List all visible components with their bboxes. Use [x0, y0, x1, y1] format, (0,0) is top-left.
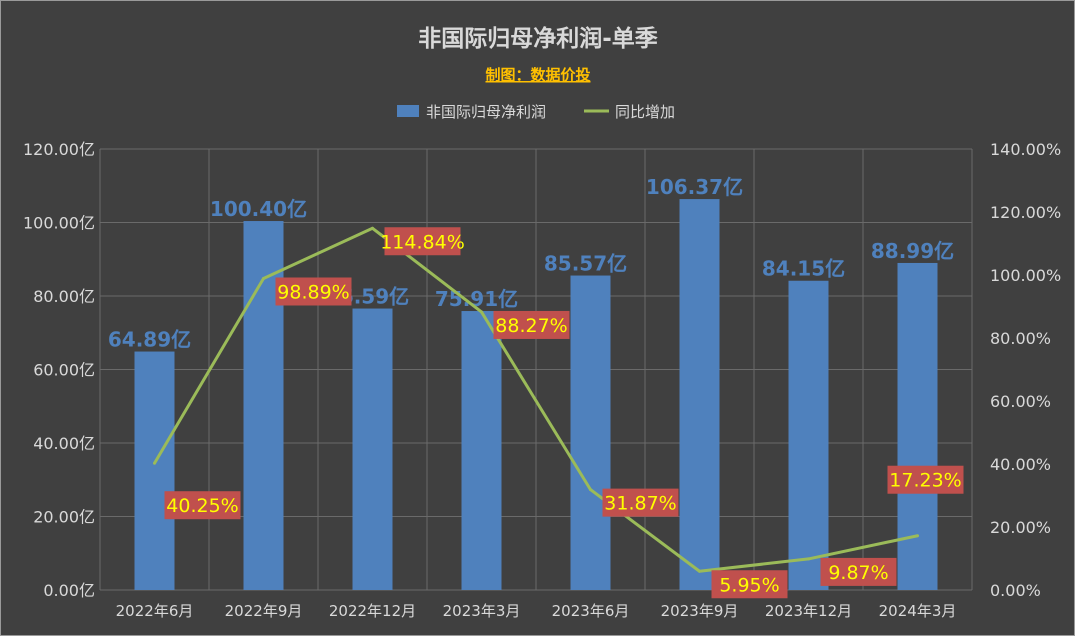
- right-axis-tick-label: 100.00%: [990, 266, 1061, 285]
- bar-data-label: 64.89亿: [108, 328, 191, 352]
- x-axis: 2022年6月 2022年9月 2022年12月 2023年3月 2023年6月 2023…: [116, 602, 957, 620]
- line-data-label: 40.25%: [166, 495, 238, 517]
- line-data-label: 98.89%: [277, 281, 349, 303]
- bar: [134, 351, 175, 590]
- x-axis-tick-label: 2023年6月: [552, 602, 630, 620]
- bar: [897, 262, 938, 590]
- x-axis-tick-label: 2023年12月: [765, 602, 852, 620]
- left-axis-tick-label: 100.00亿: [23, 214, 95, 233]
- bar-data-label: 100.40亿: [210, 197, 307, 221]
- bar: [679, 199, 720, 590]
- legend-line-label: 同比增加: [615, 103, 675, 121]
- line-data-label-box: [711, 570, 788, 599]
- left-axis-tick-label: 80.00亿: [33, 287, 95, 306]
- line-point: [916, 534, 919, 538]
- line-data-label: 17.23%: [889, 470, 961, 492]
- right-axis-tick-label: 140.00%: [990, 140, 1061, 159]
- bar: [788, 280, 829, 590]
- left-axis-tick-label: 0.00亿: [43, 581, 95, 600]
- line-point: [262, 276, 265, 280]
- legend-bar-label: 非国际归母净利润: [426, 103, 546, 121]
- x-axis-tick-label: 2022年6月: [116, 602, 194, 620]
- x-axis-tick-label: 2024年3月: [879, 602, 957, 620]
- line-point: [153, 461, 156, 465]
- chart-title: 非国际归母净利润-单季: [418, 25, 658, 52]
- right-axis-tick-label: 80.00%: [990, 329, 1051, 348]
- right-axis-tick-label: 20.00%: [990, 518, 1051, 537]
- left-axis-tick-label: 60.00亿: [33, 361, 95, 380]
- line-data-label-box: [164, 491, 241, 520]
- line-point: [371, 226, 374, 230]
- line-data-labels: 40.25% 98.89% 114.84% 88.27% 31.87% 5.95% 9.87…: [164, 227, 964, 599]
- right-axis: 0.00% 20.00% 40.00% 60.00% 80.00% 100.00% 120.…: [990, 140, 1061, 600]
- line-data-label-box: [887, 465, 964, 494]
- line-data-label: 5.95%: [719, 574, 779, 596]
- x-axis-tick-label: 2022年9月: [225, 602, 303, 620]
- line-data-label: 9.87%: [828, 562, 888, 584]
- right-axis-tick-label: 0.00%: [990, 581, 1041, 600]
- left-axis-tick-label: 40.00亿: [33, 434, 95, 453]
- line-data-label-box: [493, 310, 570, 339]
- bar: [461, 311, 502, 590]
- bar: [570, 275, 611, 590]
- line-data-label-box: [820, 557, 897, 586]
- bar-data-label: 106.37亿: [646, 175, 743, 199]
- line-data-label: 88.27%: [495, 315, 567, 337]
- series-line: [153, 226, 918, 573]
- left-axis-tick-label: 120.00亿: [23, 140, 95, 159]
- line-point: [698, 569, 701, 573]
- legend-bar-swatch: [397, 105, 419, 117]
- line-data-label: 114.84%: [380, 231, 465, 253]
- line-data-label-box: [602, 488, 679, 517]
- line-series: [153, 226, 919, 573]
- left-axis: 0.00亿 20.00亿 40.00亿 60.00亿 80.00亿 100.00亿 120.…: [23, 140, 95, 600]
- x-axis-tick-label: 2023年3月: [443, 602, 521, 620]
- x-axis-tick-label: 2023年9月: [661, 602, 739, 620]
- line-data-label-box: [384, 227, 461, 256]
- bar: [243, 221, 284, 590]
- right-axis-tick-label: 120.00%: [990, 203, 1061, 222]
- line-point: [807, 557, 810, 561]
- bar-data-label: 88.99亿: [871, 239, 954, 263]
- legend: 非国际归母净利润 同比增加: [397, 103, 675, 121]
- line-data-label-box: [275, 277, 352, 306]
- bar: [352, 308, 393, 590]
- line-point: [480, 310, 483, 314]
- right-axis-tick-label: 60.00%: [990, 392, 1051, 411]
- bar-data-label: 84.15亿: [762, 257, 845, 281]
- chart-subtitle: 制图：数据价投: [485, 66, 590, 84]
- bar-series: [134, 199, 938, 590]
- left-axis-tick-label: 20.00亿: [33, 508, 95, 527]
- line-data-label: 31.87%: [604, 493, 676, 515]
- line-point: [589, 488, 592, 492]
- right-axis-tick-label: 40.00%: [990, 455, 1051, 474]
- x-axis-tick-label: 2022年12月: [329, 602, 416, 620]
- bar-data-label: 85.57亿: [544, 252, 627, 276]
